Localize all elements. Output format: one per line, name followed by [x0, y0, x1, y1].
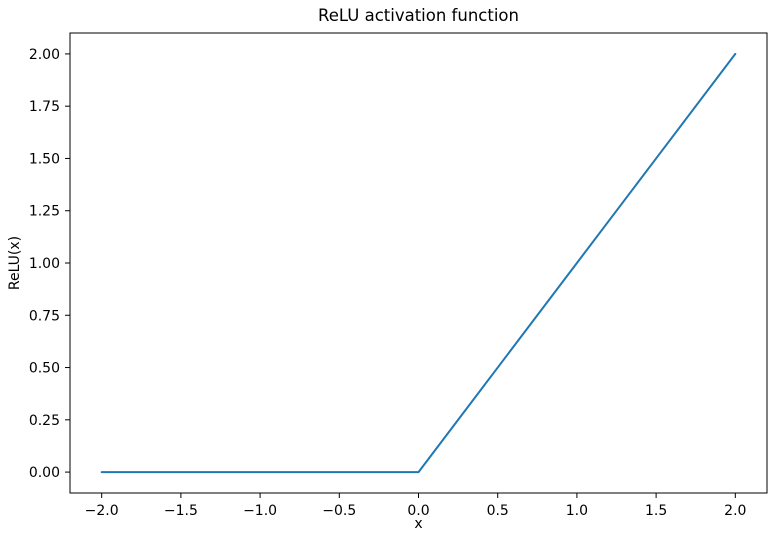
x-tick-label: 0.5 — [487, 503, 509, 519]
x-tick-label: 1.5 — [645, 503, 667, 519]
y-tick-label: 0.50 — [29, 361, 60, 377]
x-axis-label: x — [414, 516, 423, 532]
axes-spines — [69, 32, 768, 494]
x-tick-label: −0.5 — [322, 503, 356, 519]
y-tick-label: 1.50 — [29, 151, 60, 167]
y-tick-label: 1.25 — [29, 204, 60, 220]
series-line-relu — [100, 52, 737, 474]
x-tick-label: 2.0 — [724, 503, 746, 519]
x-tick-label: 0.0 — [407, 503, 429, 519]
plot-title: ReLU activation function — [318, 6, 519, 25]
x-tick-label: −1.5 — [164, 503, 198, 519]
y-tick-label: 0.25 — [29, 413, 60, 429]
y-tick-label: 0.75 — [29, 308, 60, 324]
y-axis-label: ReLU(x) — [7, 235, 23, 291]
y-tick-label: 1.00 — [29, 256, 60, 272]
y-tick-label: 1.75 — [29, 99, 60, 115]
x-tick-label: −1.0 — [243, 503, 277, 519]
y-tick-label: 0.00 — [29, 465, 60, 481]
x-tick-label: 1.0 — [566, 503, 588, 519]
y-tick-label: 2.00 — [29, 47, 60, 63]
x-tick-label: −2.0 — [85, 503, 119, 519]
